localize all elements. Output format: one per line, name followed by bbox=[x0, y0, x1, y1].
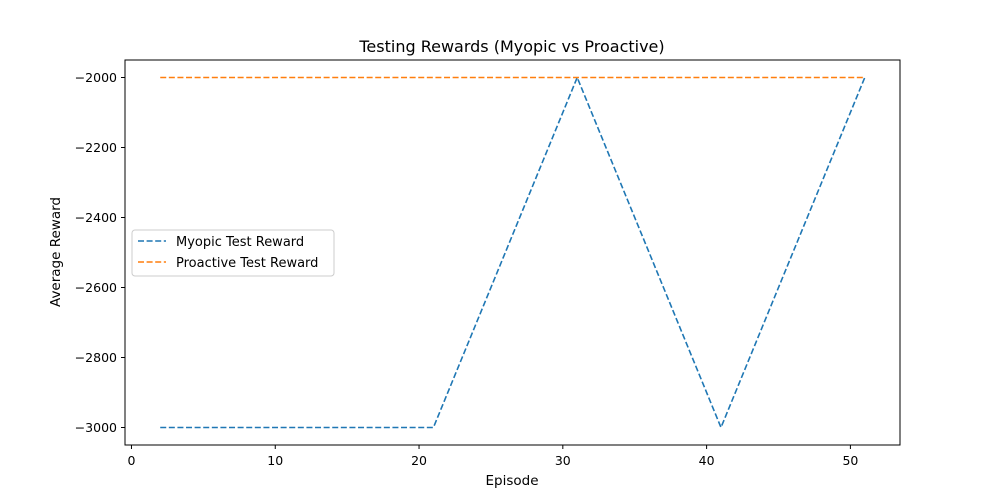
x-tick-label: 30 bbox=[555, 453, 571, 468]
legend-label-myopic: Myopic Test Reward bbox=[176, 235, 304, 250]
y-axis-ticks: −3000 −2800 −2600 −2400 −2200 −2000 bbox=[75, 70, 125, 435]
x-tick-label: 40 bbox=[699, 453, 715, 468]
y-axis-label: Average Reward bbox=[48, 197, 64, 307]
x-tick-label: 50 bbox=[842, 453, 858, 468]
y-tick-label: −2400 bbox=[75, 210, 117, 225]
y-tick-label: −2200 bbox=[75, 140, 117, 155]
y-tick-label: −3000 bbox=[75, 420, 117, 435]
x-tick-label: 10 bbox=[267, 453, 283, 468]
x-axis-ticks: 0 10 20 30 40 50 bbox=[127, 445, 858, 468]
x-axis-label: Episode bbox=[485, 473, 538, 489]
legend-box bbox=[131, 229, 335, 277]
y-tick-label: −2000 bbox=[75, 70, 117, 85]
chart-title: Testing Rewards (Myopic vs Proactive) bbox=[358, 37, 664, 56]
plot-frame bbox=[124, 59, 901, 446]
y-tick-label: −2600 bbox=[75, 280, 117, 295]
y-tick-label: −2800 bbox=[75, 350, 117, 365]
legend: Myopic Test Reward Proactive Test Reward bbox=[131, 229, 335, 277]
plot-lines bbox=[160, 75, 866, 430]
series-line-myopic-test-reward bbox=[160, 75, 866, 430]
x-tick-label: 20 bbox=[411, 453, 427, 468]
x-tick-label: 0 bbox=[127, 453, 135, 468]
legend-label-proactive: Proactive Test Reward bbox=[176, 256, 318, 271]
